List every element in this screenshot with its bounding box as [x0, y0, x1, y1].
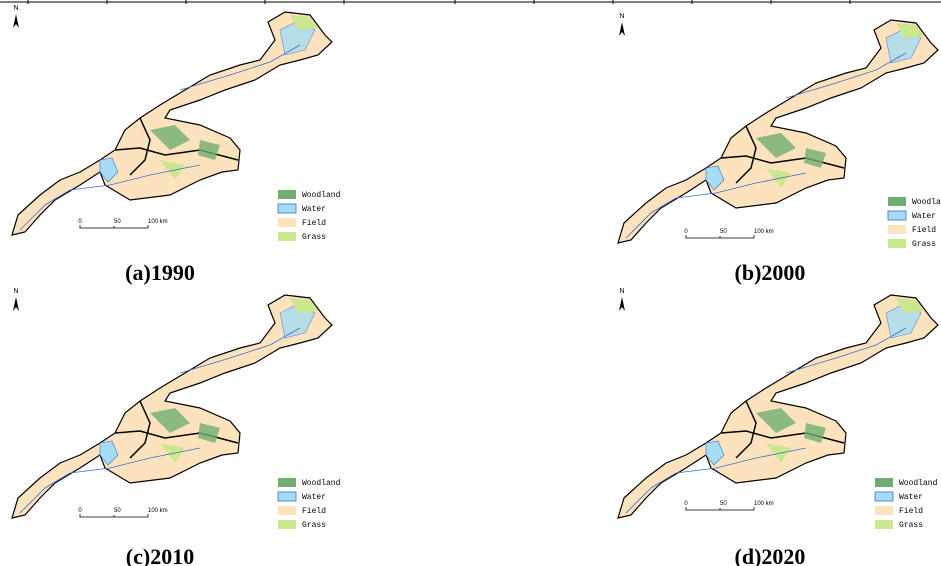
- scale-bar: [80, 225, 148, 228]
- legend-label: Field: [912, 226, 936, 235]
- scale-label: 0: [78, 508, 82, 514]
- north-arrow: [619, 22, 625, 36]
- legend-swatch: [888, 211, 906, 220]
- legend-label: Water: [899, 493, 923, 502]
- legend-swatch: [875, 506, 893, 515]
- scale-bar: [686, 235, 754, 238]
- caption: (b)2000: [735, 260, 806, 285]
- map-panel: N (d)2020 0 50 100 km Woodland Water Field Grass: [618, 288, 938, 566]
- legend-swatch: [875, 492, 893, 501]
- scale-bar: [686, 507, 754, 510]
- region-map: [12, 12, 332, 235]
- legend-swatch: [278, 204, 296, 213]
- caption: (d)2020: [735, 544, 806, 566]
- north-label: N: [13, 5, 18, 12]
- scale-label: 50: [720, 229, 727, 235]
- top-rule: [0, 0, 941, 4]
- north-arrow: [13, 297, 19, 311]
- legend-swatch: [888, 197, 906, 206]
- legend-swatch: [888, 225, 906, 234]
- legend-swatch: [875, 520, 893, 529]
- north-arrow: [13, 14, 19, 28]
- legend-swatch: [278, 218, 296, 227]
- scale-label: 50: [114, 219, 121, 225]
- north-label: N: [619, 13, 624, 20]
- legend-swatch: [875, 478, 893, 487]
- scale-label: 0: [78, 219, 82, 225]
- legend-label: Water: [302, 493, 326, 502]
- scale-label: 50: [114, 508, 121, 514]
- legend-label: Field: [302, 507, 326, 516]
- legend-swatch: [278, 190, 296, 199]
- caption: (a)1990: [125, 260, 195, 285]
- scale-label: 0: [684, 501, 688, 507]
- map-panel: N (c)2010 0 50 100 km Woodland Water Field Grass: [12, 288, 341, 566]
- caption: (c)2010: [126, 544, 194, 566]
- scale-label: 100 km: [754, 229, 774, 235]
- figure: N (a)1990 0 50 100 km Woodland Water Field Grass…: [0, 0, 941, 566]
- legend-label: Woodland: [912, 198, 941, 207]
- legend-swatch: [278, 520, 296, 529]
- scale-label: 100 km: [148, 508, 168, 514]
- scale-bar: [80, 514, 148, 517]
- legend-label: Grass: [899, 521, 923, 530]
- scale-label: 100 km: [148, 219, 168, 225]
- legend-label: Water: [302, 205, 326, 214]
- legend-label: Woodland: [302, 191, 341, 200]
- legend-label: Field: [899, 507, 923, 516]
- legend-swatch: [888, 239, 906, 248]
- legend-swatch: [278, 478, 296, 487]
- page: N (a)1990 0 50 100 km Woodland Water Field Grass…: [0, 0, 941, 566]
- north-label: N: [619, 288, 624, 295]
- legend-label: Water: [912, 212, 936, 221]
- scale-label: 100 km: [754, 501, 774, 507]
- scale-label: 50: [720, 501, 727, 507]
- scale-label: 0: [684, 229, 688, 235]
- legend-label: Grass: [912, 240, 936, 249]
- north-label: N: [13, 288, 18, 295]
- legend-label: Field: [302, 219, 326, 228]
- north-arrow: [619, 297, 625, 311]
- legend-swatch: [278, 492, 296, 501]
- legend-label: Woodland: [899, 479, 938, 488]
- legend-label: Grass: [302, 233, 326, 242]
- legend-swatch: [278, 506, 296, 515]
- legend-label: Grass: [302, 521, 326, 530]
- map-panel: N (a)1990 0 50 100 km Woodland Water Field Grass: [12, 5, 341, 285]
- legend-swatch: [278, 232, 296, 241]
- legend-label: Woodland: [302, 479, 341, 488]
- map-panel: N (b)2000 0 50 100 km Woodland Water Field Grass: [618, 13, 941, 285]
- region-map: [618, 20, 938, 243]
